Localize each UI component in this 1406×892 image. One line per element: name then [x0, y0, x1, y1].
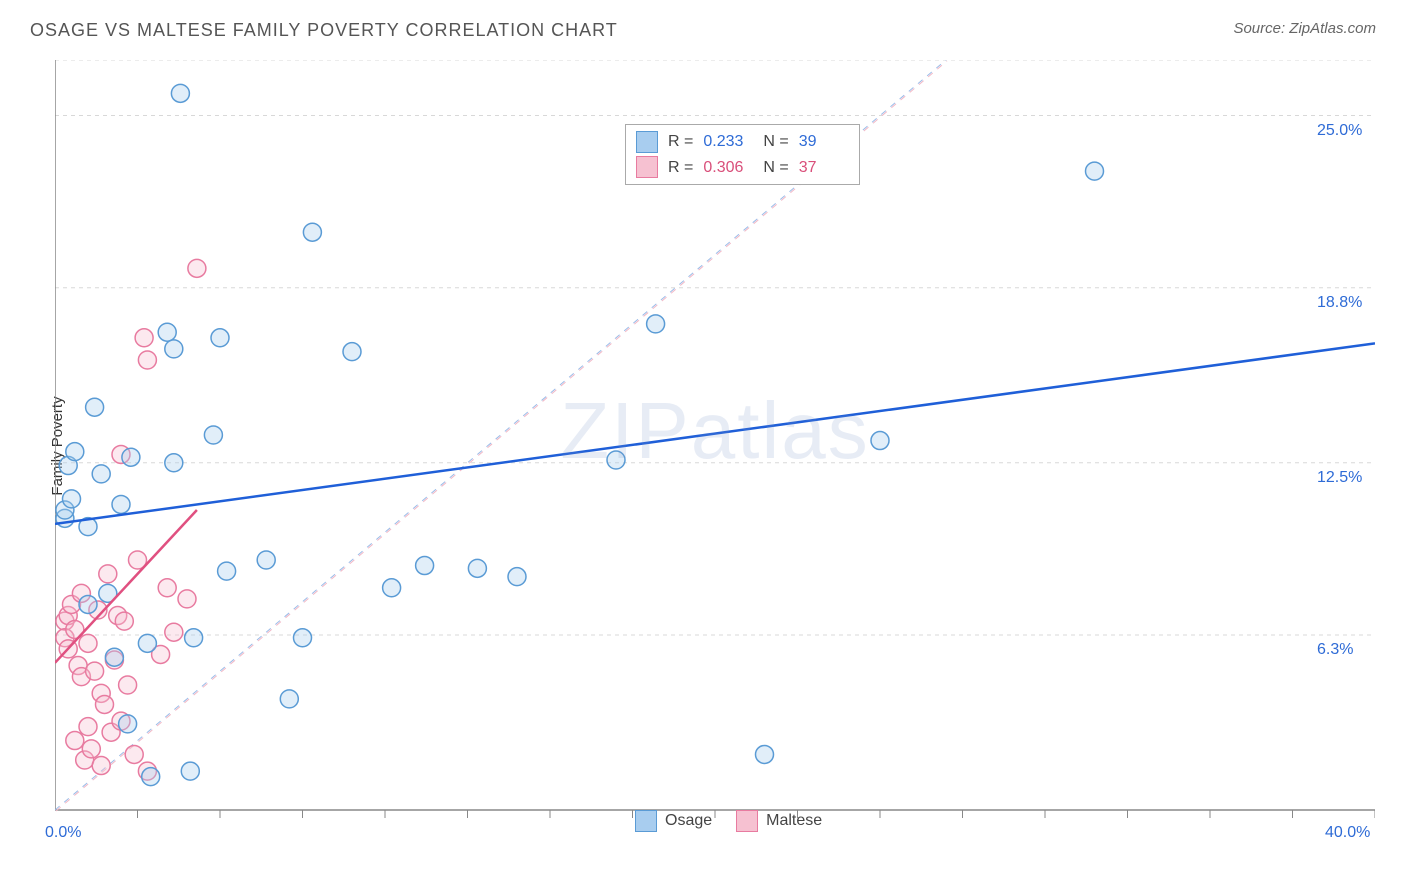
x-axis-end-label: 40.0%: [1325, 824, 1370, 842]
legend-row-maltese: R = 0.306 N = 37: [636, 155, 849, 181]
y-tick-label: 18.8%: [1317, 294, 1362, 312]
swatch-maltese: [736, 810, 758, 832]
chart-title: OSAGE VS MALTESE FAMILY POVERTY CORRELAT…: [30, 20, 618, 41]
n-label: N =: [763, 129, 788, 155]
series-legend: Osage Maltese: [635, 810, 822, 832]
swatch-maltese: [636, 156, 658, 178]
correlation-legend: R = 0.233 N = 39 R = 0.306 N = 37: [625, 124, 860, 185]
x-axis-start-label: 0.0%: [45, 824, 81, 842]
legend-label-maltese: Maltese: [766, 812, 822, 830]
n-value-osage: 39: [799, 129, 849, 155]
swatch-osage: [635, 810, 657, 832]
legend-item-osage: Osage: [635, 810, 712, 832]
source-attribution: Source: ZipAtlas.com: [1233, 20, 1376, 37]
r-value-maltese: 0.306: [703, 155, 753, 181]
legend-row-osage: R = 0.233 N = 39: [636, 129, 849, 155]
n-value-maltese: 37: [799, 155, 849, 181]
r-label: R =: [668, 155, 693, 181]
r-label: R =: [668, 129, 693, 155]
r-value-osage: 0.233: [703, 129, 753, 155]
y-tick-label: 12.5%: [1317, 469, 1362, 487]
y-tick-label: 25.0%: [1317, 122, 1362, 140]
n-label: N =: [763, 155, 788, 181]
chart-area: ZIPatlas R = 0.233 N = 39 R = 0.306 N = …: [55, 60, 1375, 832]
legend-label-osage: Osage: [665, 812, 712, 830]
swatch-osage: [636, 131, 658, 153]
y-tick-label: 6.3%: [1317, 641, 1353, 659]
legend-item-maltese: Maltese: [736, 810, 822, 832]
